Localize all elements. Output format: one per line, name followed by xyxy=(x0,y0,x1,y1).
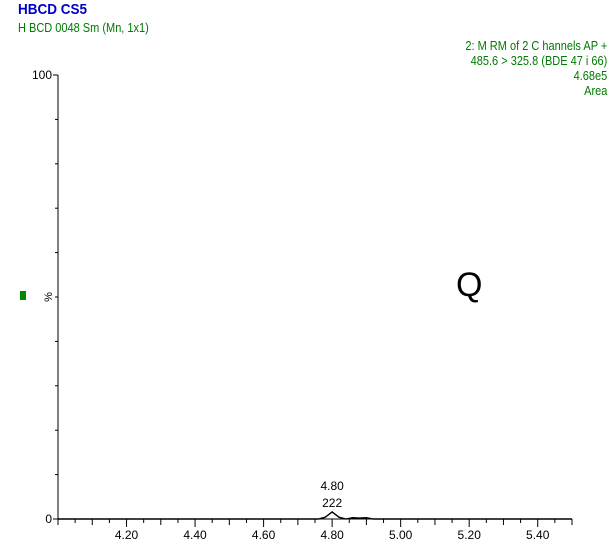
trace-group xyxy=(58,511,572,520)
transition-info: 485.6 > 325.8 (BDE 47 i 66) xyxy=(470,54,607,68)
channel-marker-icon xyxy=(20,291,26,300)
x-tick-label: 4.20 xyxy=(115,528,139,542)
y-axis-label: % xyxy=(43,292,55,302)
x-tick-label: 5.00 xyxy=(389,528,413,542)
integration-type: Area xyxy=(583,84,607,98)
tick-labels-group: 0 100% 4.20 4.40 4.60 4.80 5.00 5.20 5.40 xyxy=(32,68,550,542)
peak-rt-label: 4.80 xyxy=(320,479,344,493)
channel-info: 2: M RM of 2 C hannels AP + xyxy=(465,39,607,53)
ticks-group xyxy=(53,74,573,527)
sample-name: H BCD 0048 Sm (Mn, 1x1) xyxy=(18,21,149,35)
x-tick-label: 5.40 xyxy=(526,528,550,542)
y-tick-label: 100 xyxy=(32,68,52,82)
x-tick-label: 5.20 xyxy=(458,528,482,542)
x-tick-label: 4.80 xyxy=(320,528,344,542)
max-intensity: 4.68e5 xyxy=(573,69,607,83)
quantifier-label: Q xyxy=(456,266,483,304)
peak-area-label: 222 xyxy=(322,496,342,510)
x-tick-label: 4.60 xyxy=(252,528,276,542)
y-tick-label: 0 xyxy=(45,512,52,526)
peak-labels-group: 4.80 222 xyxy=(320,479,344,510)
chart-title: HBCD CS5 xyxy=(18,1,88,18)
chromatogram-trace xyxy=(58,511,572,520)
axes-group xyxy=(57,75,572,520)
x-tick-label: 4.40 xyxy=(183,528,207,542)
